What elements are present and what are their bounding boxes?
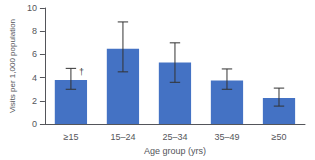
svg-text:25–34: 25–34 — [162, 132, 187, 142]
svg-text:≥50: ≥50 — [272, 132, 287, 142]
svg-text:2: 2 — [32, 96, 37, 106]
svg-text:0: 0 — [32, 119, 37, 129]
svg-text:†: † — [79, 67, 84, 77]
svg-text:≥15: ≥15 — [63, 132, 78, 142]
svg-text:35–49: 35–49 — [214, 132, 239, 142]
svg-text:6: 6 — [32, 49, 37, 59]
svg-text:4: 4 — [32, 73, 37, 83]
svg-text:Age group (yrs): Age group (yrs) — [144, 146, 206, 156]
svg-text:10: 10 — [27, 3, 37, 13]
svg-text:15–24: 15–24 — [110, 132, 135, 142]
svg-text:8: 8 — [32, 26, 37, 36]
svg-text:Visits per 1,000 population: Visits per 1,000 population — [8, 19, 17, 113]
